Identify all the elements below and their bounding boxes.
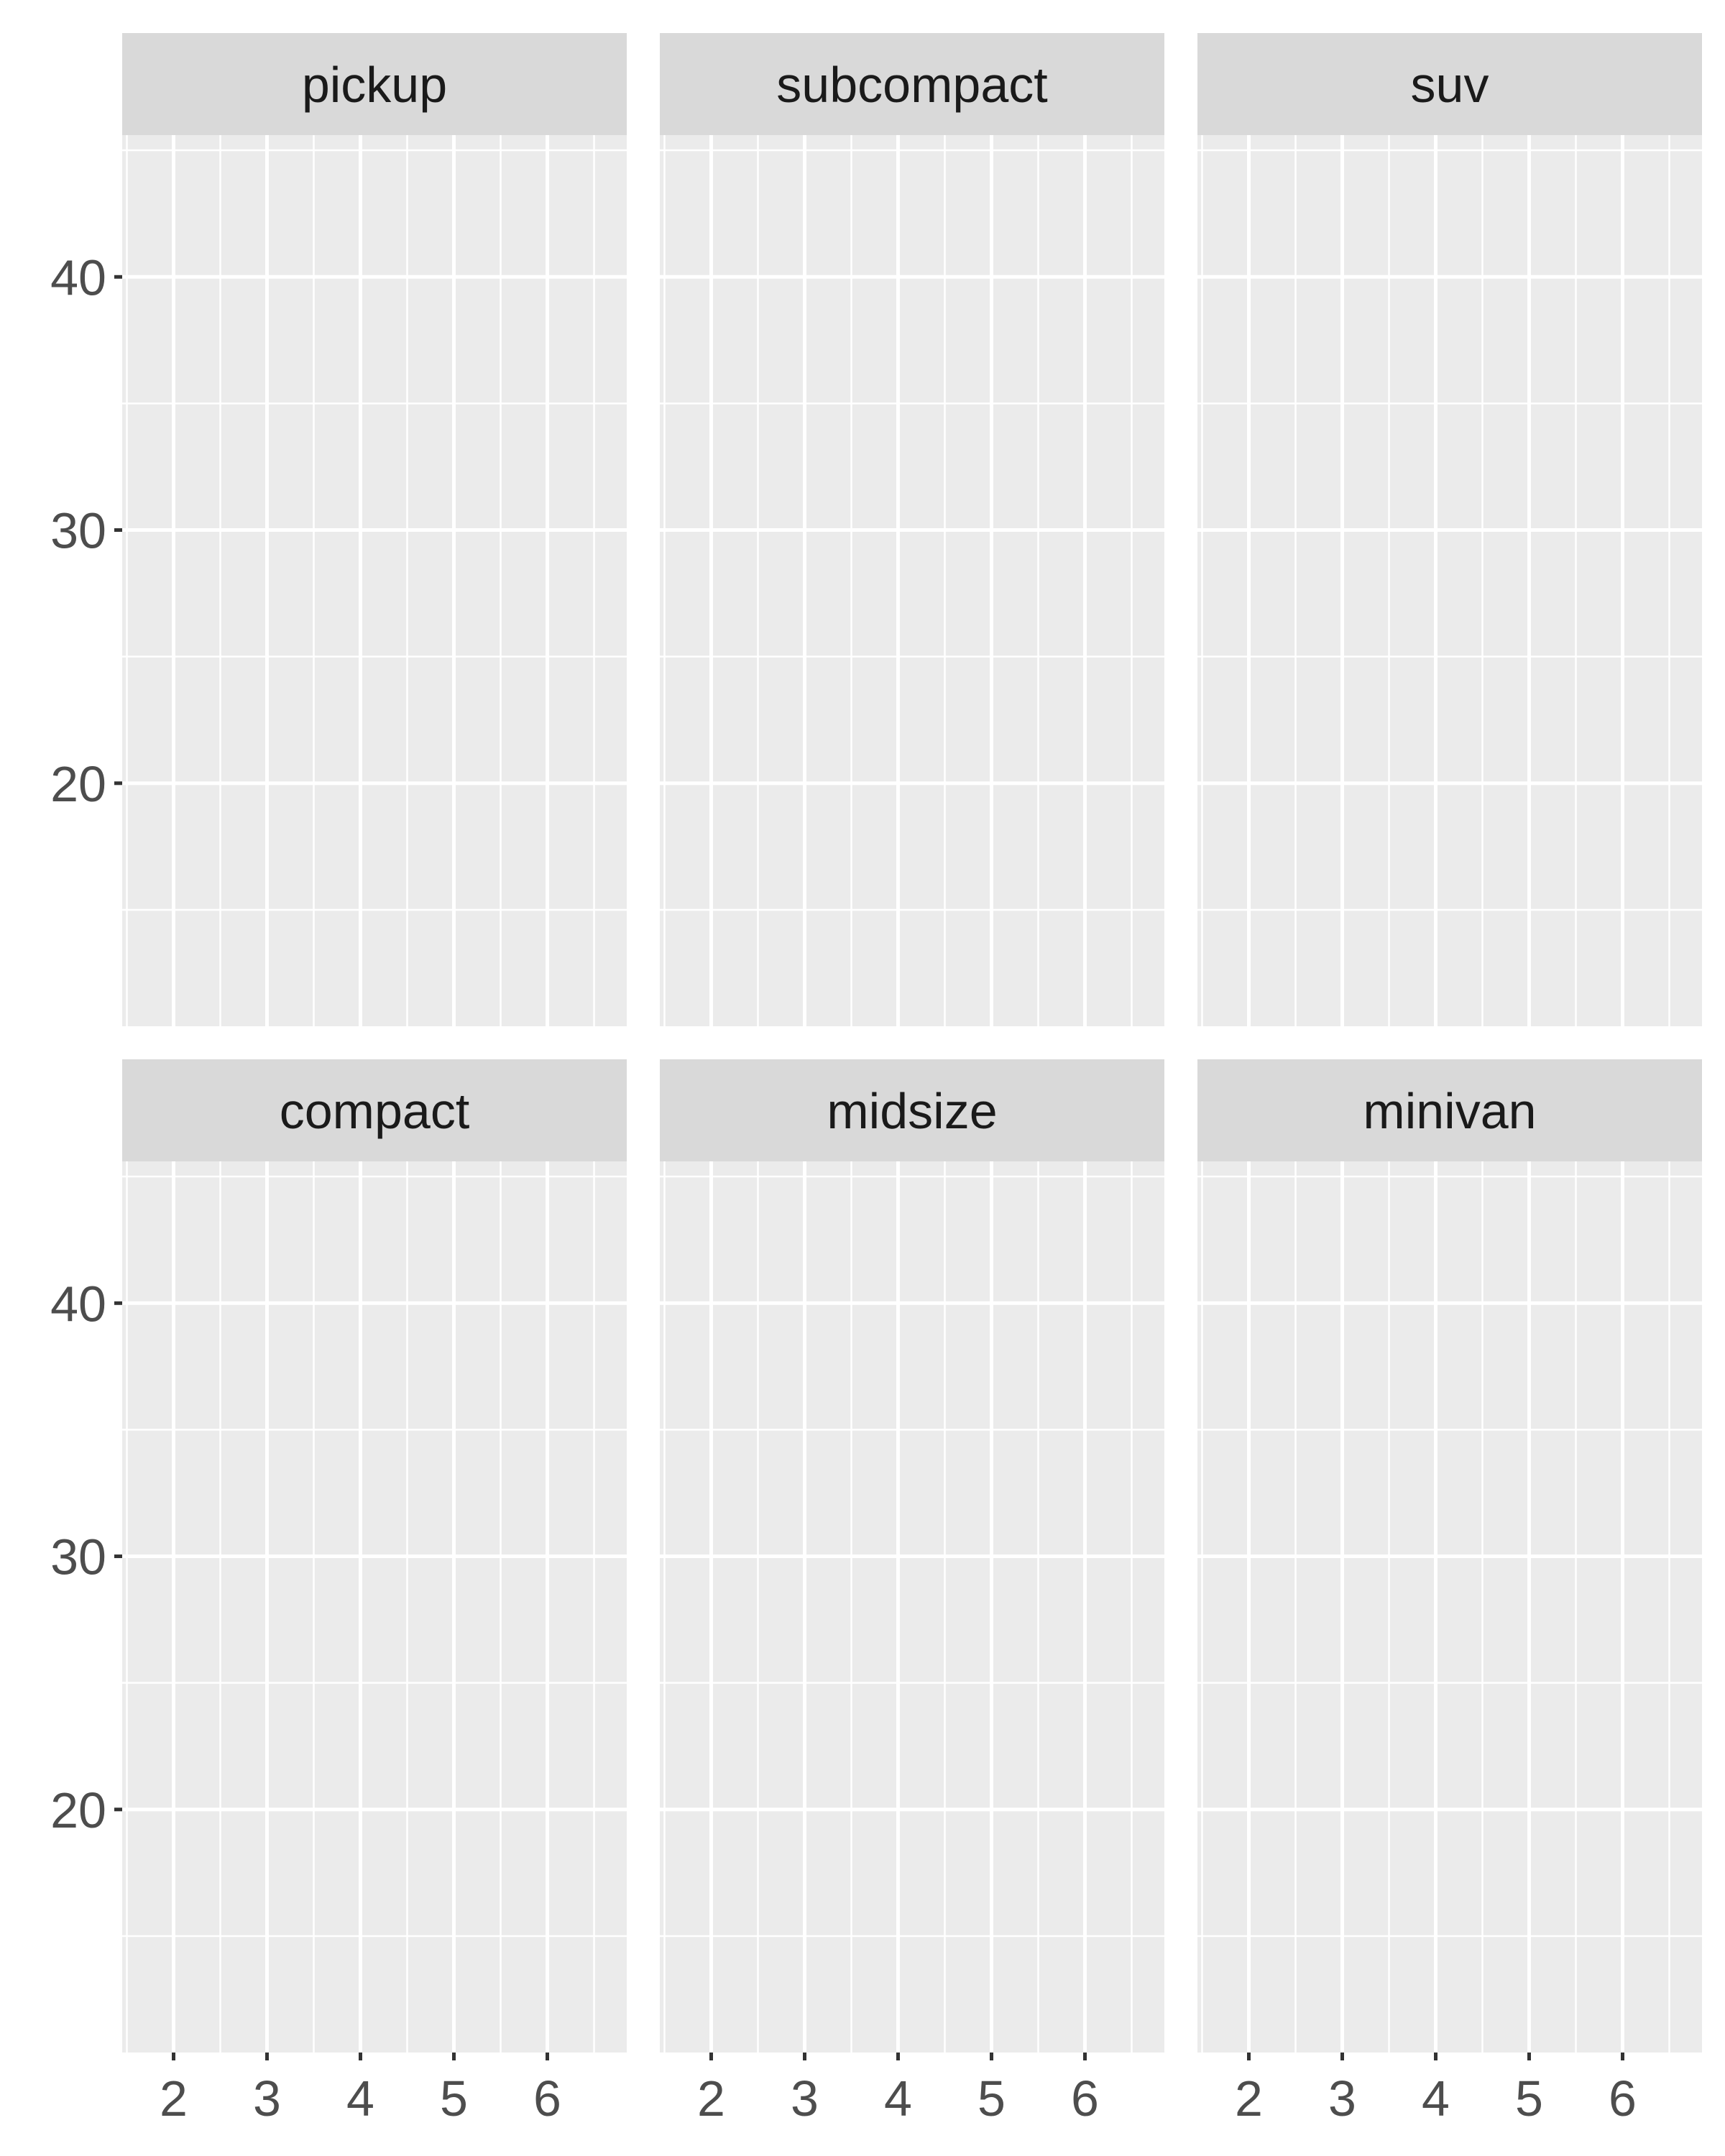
panel-background xyxy=(1197,1161,1702,2053)
facet-panel-midsize: midsize 2 3 4 5 6 xyxy=(660,1059,1164,2127)
x-tick-label: 6 xyxy=(533,2070,561,2127)
y-tick-label: 20 xyxy=(50,756,106,812)
x-tick-label: 2 xyxy=(160,2070,188,2127)
x-tick-label: 5 xyxy=(978,2070,1006,2127)
facet-panel-suv: suv xyxy=(1197,33,1702,1026)
facet-panel-minivan: minivan 2 3 4 5 6 xyxy=(1197,1059,1702,2127)
y-tick-label: 30 xyxy=(50,1529,106,1585)
facet-strip xyxy=(122,1059,627,1161)
y-tick-label: 40 xyxy=(50,249,106,305)
x-tick-label: 4 xyxy=(1422,2070,1450,2127)
facet-panel-compact: compact 20 30 40 2 3 4 5 6 xyxy=(50,1059,627,2127)
facet-strip xyxy=(1197,1059,1702,1161)
x-tick-label: 4 xyxy=(346,2070,374,2127)
x-tick-label: 5 xyxy=(440,2070,468,2127)
x-tick-label: 3 xyxy=(253,2070,281,2127)
facet-strip-label: pickup xyxy=(302,57,447,113)
facet-strip xyxy=(122,33,627,135)
facet-panel-pickup: pickup 20 30 40 xyxy=(50,33,627,1026)
facet-strip-label: compact xyxy=(280,1083,470,1139)
facet-strip xyxy=(1197,33,1702,135)
x-tick-label: 6 xyxy=(1609,2070,1637,2127)
facet-strip-label: suv xyxy=(1411,57,1489,113)
panel-background xyxy=(660,135,1164,1026)
x-tick-label: 3 xyxy=(791,2070,819,2127)
x-tick-label: 4 xyxy=(884,2070,912,2127)
y-tick-label: 40 xyxy=(50,1276,106,1332)
y-tick-label: 20 xyxy=(50,1782,106,1838)
panel-background xyxy=(660,1161,1164,2053)
facet-strip-label: subcompact xyxy=(776,57,1047,113)
x-tick-label: 3 xyxy=(1328,2070,1356,2127)
panel-background xyxy=(122,1161,627,2053)
x-tick-label: 6 xyxy=(1071,2070,1099,2127)
x-tick-label: 2 xyxy=(1235,2070,1263,2127)
x-tick-label: 2 xyxy=(697,2070,725,2127)
facet-strip xyxy=(660,33,1164,135)
facet-strip-label: midsize xyxy=(827,1083,997,1139)
facet-strip xyxy=(660,1059,1164,1161)
x-tick-label: 5 xyxy=(1515,2070,1543,2127)
facet-strip-label: minivan xyxy=(1363,1083,1536,1139)
y-tick-label: 30 xyxy=(50,503,106,559)
panel-background xyxy=(1197,135,1702,1026)
panel-background xyxy=(122,135,627,1026)
facet-panel-subcompact: subcompact xyxy=(660,33,1164,1026)
